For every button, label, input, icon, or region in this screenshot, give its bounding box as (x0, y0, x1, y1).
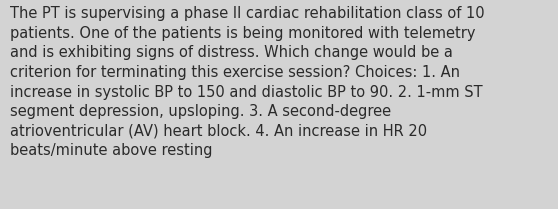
Text: The PT is supervising a phase II cardiac rehabilitation class of 10
patients. On: The PT is supervising a phase II cardiac… (10, 6, 485, 158)
